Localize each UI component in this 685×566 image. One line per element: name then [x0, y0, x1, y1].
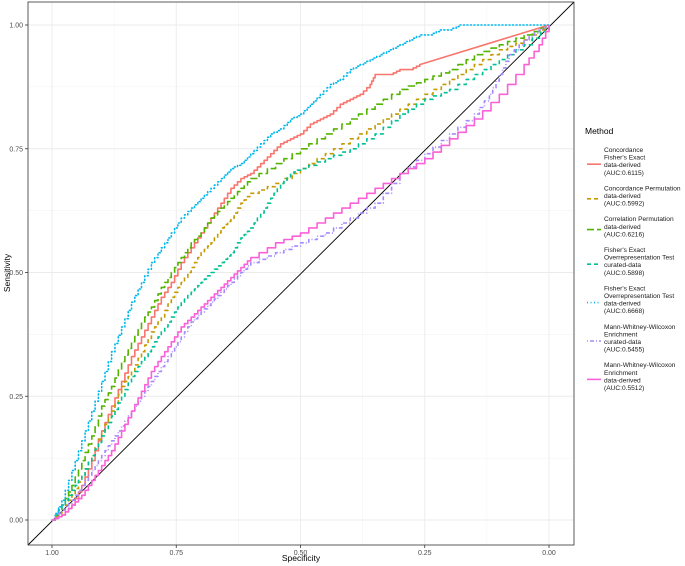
y-tick-label-3: 0.75: [9, 146, 23, 153]
legend-label-2: Correlation Permutation data-derived (AUC:…: [604, 216, 674, 238]
plot-panel-border: [27, 1, 575, 546]
y-tick-label-2: 0.50: [9, 270, 23, 277]
x-axis-title: Specificity: [282, 553, 321, 563]
reference-diagonal-line: [27, 1, 575, 546]
legend-title: Method: [585, 126, 614, 136]
legend-label-4: Fisher's Exact Overrepresentation Test dat…: [604, 285, 674, 315]
legend-label-3: Fisher's Exact Overrepresentation Test cur…: [604, 247, 674, 277]
x-tick-label-4: 0.00: [542, 550, 556, 557]
series-line-2: [52, 25, 550, 521]
legend-label-6: Mann-Whitney-Wilcoxon Enrichment data-deri…: [604, 362, 676, 392]
y-tick-label-1: 0.25: [9, 394, 23, 401]
series-line-1: [52, 25, 550, 521]
y-tick-label-0: 0.00: [9, 518, 23, 525]
x-axis-ticks: 1.00 0.75 0.50 0.25 0.00: [45, 545, 556, 557]
series-line-6: [52, 25, 550, 521]
grid-lines: [28, 2, 574, 545]
legend-label-0: Concordance Fisher's Exact data-derived (AU…: [604, 147, 645, 177]
series-line-0: [52, 24, 550, 521]
y-axis-ticks: 0.00 0.25 0.50 0.75 1.00: [9, 23, 28, 525]
x-tick-label-3: 0.25: [418, 550, 432, 557]
legend-label-5: Mann-Whitney-Wilcoxon Enrichment curated-d…: [604, 324, 676, 354]
series-line-3: [52, 25, 550, 521]
y-tick-label-4: 1.00: [9, 23, 23, 30]
x-tick-label-1: 0.75: [169, 550, 183, 557]
series-line-4: [51, 24, 550, 521]
series-lines: [51, 24, 550, 521]
legend-label-1: Concordance Permutation data-derived (AUC:…: [604, 185, 681, 207]
x-tick-label-2: 0.50: [294, 550, 308, 557]
series-line-5: [52, 25, 550, 521]
y-axis-title: Sensitivity: [2, 253, 12, 292]
x-tick-label-0: 1.00: [45, 550, 59, 557]
legend: Method Concordance Fisher's Exact data-der…: [585, 126, 681, 392]
